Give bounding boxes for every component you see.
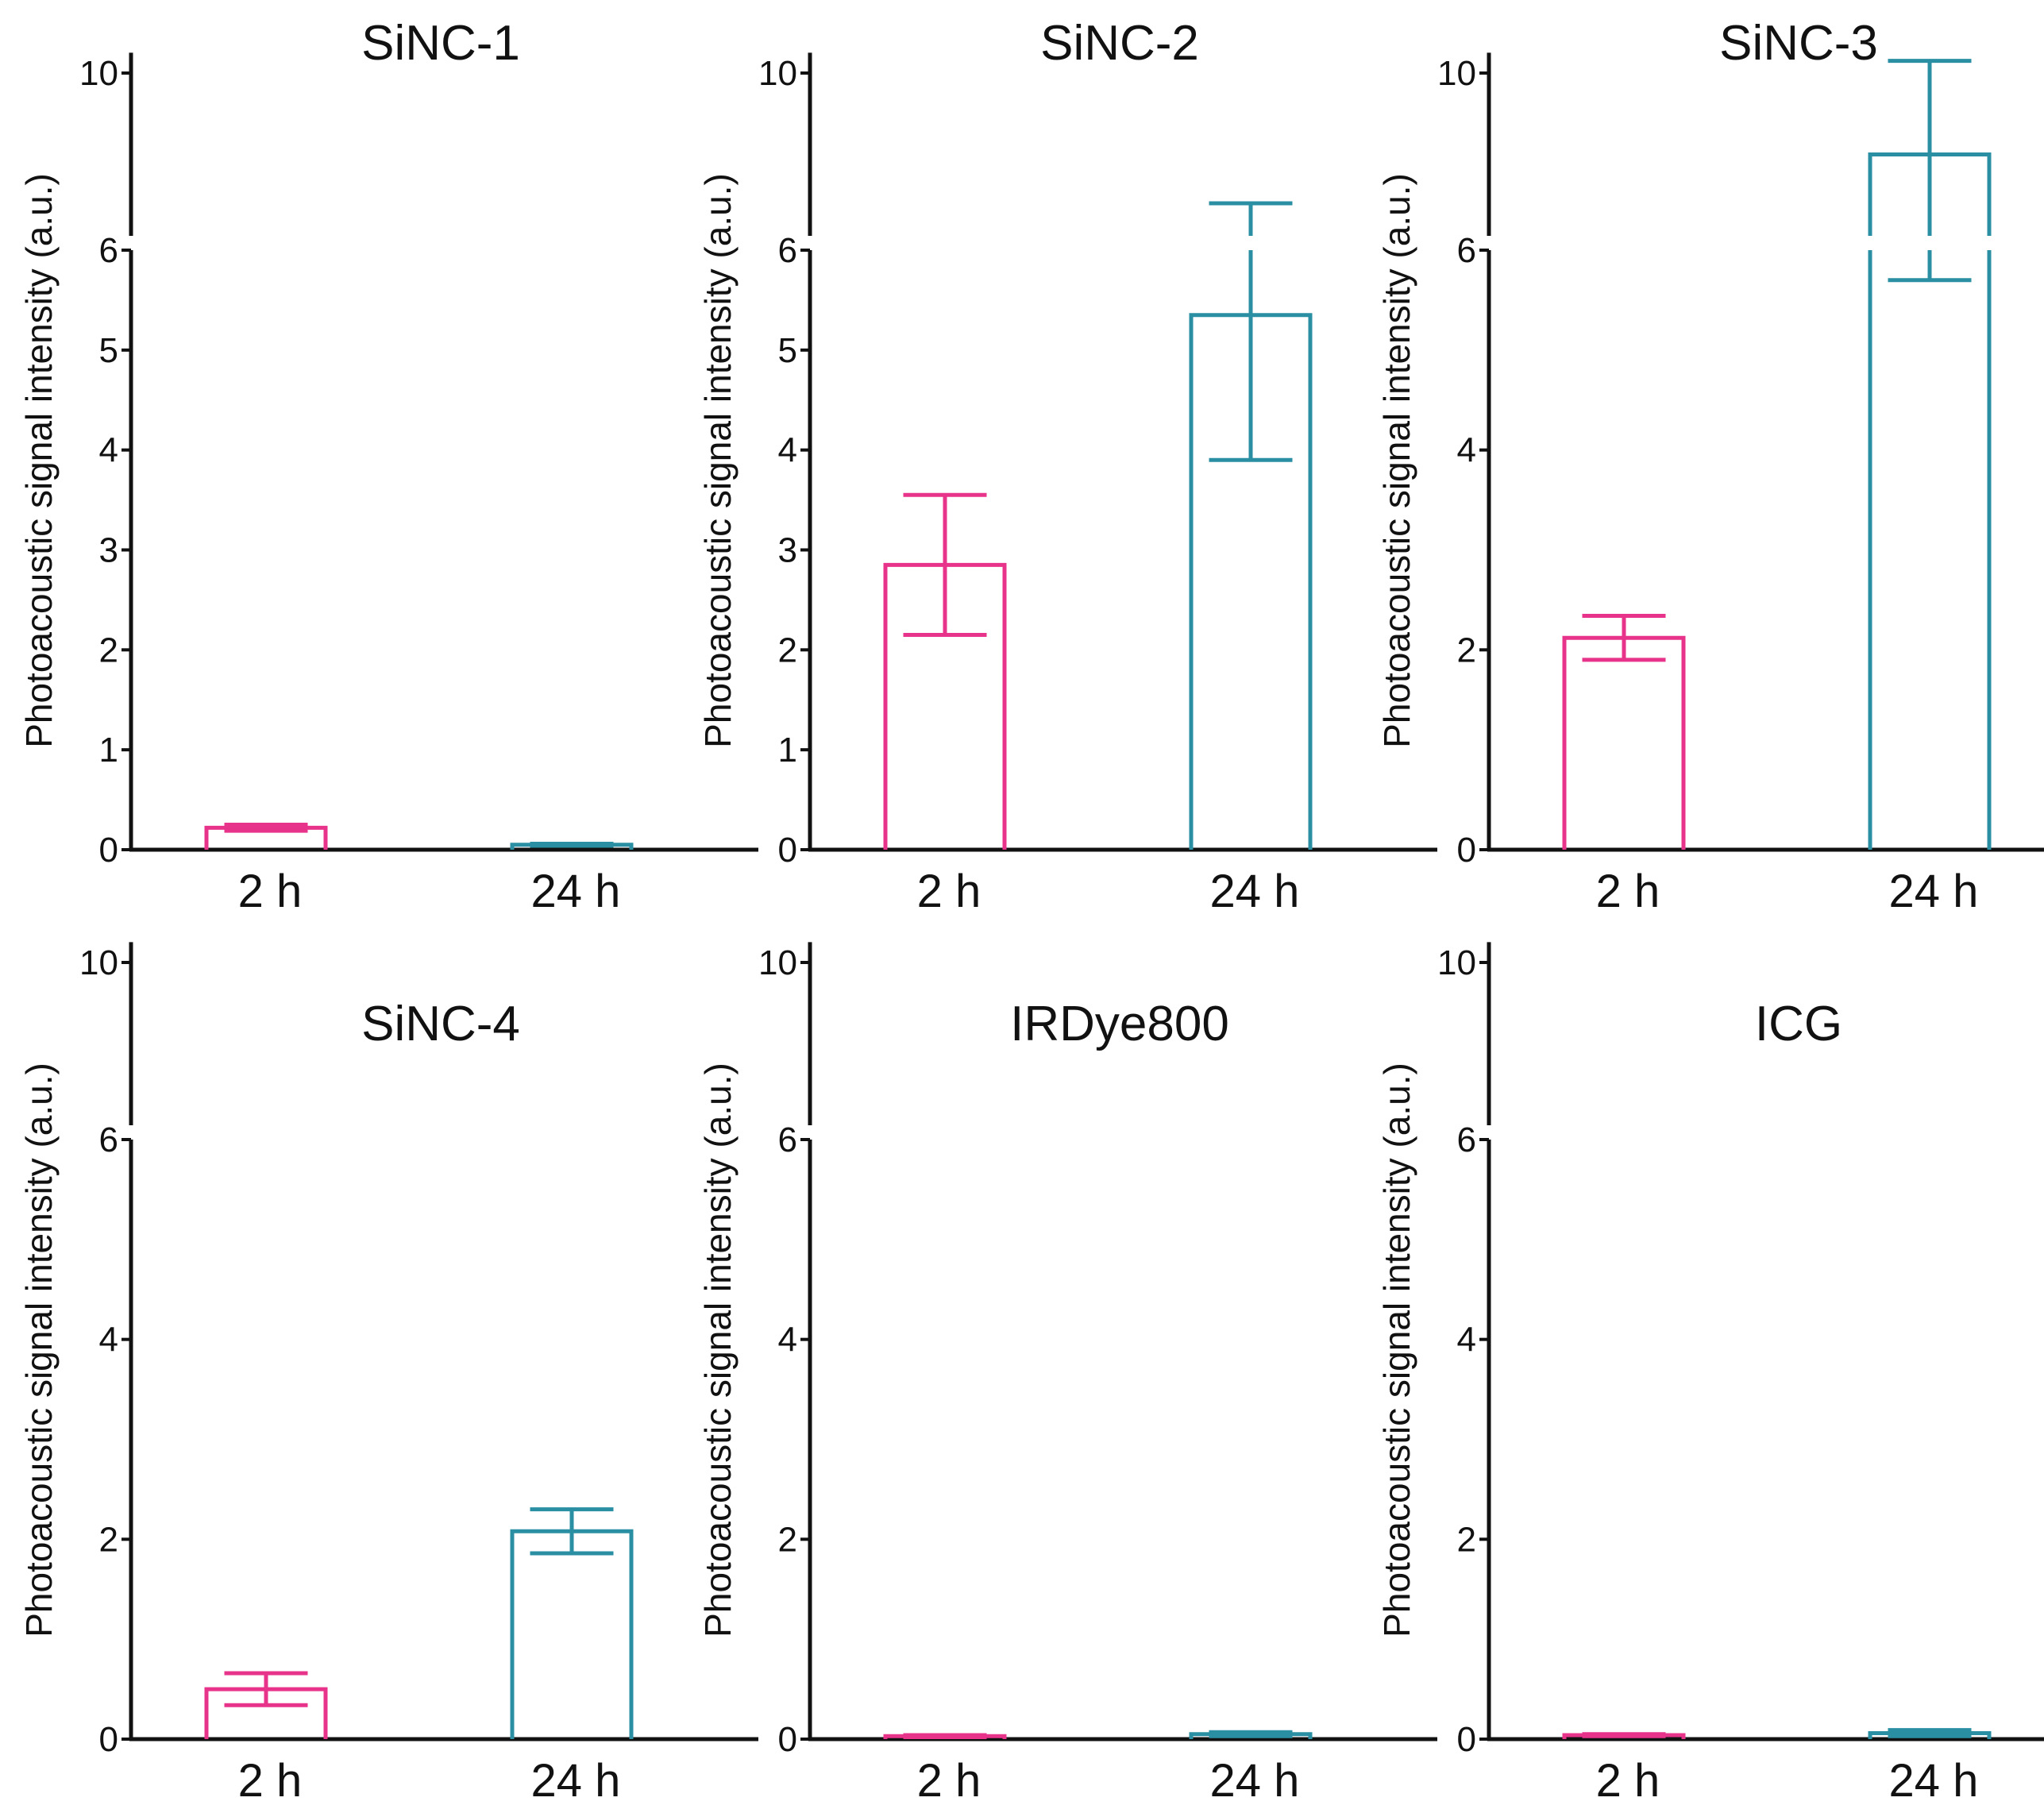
y-tick-label: 6: [1457, 1120, 1476, 1159]
x-category-label: 24 h: [531, 1755, 621, 1807]
x-category-label: 2 h: [238, 866, 303, 917]
y-tick-label: 6: [778, 1120, 797, 1159]
x-category-label: 2 h: [917, 866, 982, 917]
y-tick-label: 5: [99, 331, 118, 370]
panel-1: 0 1 2 3 4 5 6 10 Photoacoustic signal intensity …: [18, 16, 758, 917]
error-bar: [903, 492, 987, 637]
y-tick-label: 3: [778, 531, 797, 570]
panel-3: 0 2 4 6 10 Photoacoustic signal intensity (a.…: [1376, 16, 2044, 917]
y-tick-label: 10: [758, 943, 797, 982]
y-tick-label: 10: [79, 54, 118, 93]
y-axis-label: Photoacoustic signal intensity (a.u.): [697, 173, 739, 748]
x-category-label: 24 h: [1889, 866, 1979, 917]
panel-title: SiNC-4: [361, 997, 520, 1051]
error-bar: [1582, 1732, 1666, 1738]
y-tick-label: 4: [1457, 431, 1476, 470]
y-tick-label: 10: [1437, 54, 1476, 93]
error-bar: [903, 1733, 987, 1739]
panel-title: SiNC-3: [1719, 16, 1878, 71]
x-category-label: 24 h: [1210, 1755, 1300, 1807]
error-bar: [1582, 614, 1666, 662]
x-category-label: 2 h: [1596, 866, 1660, 917]
x-category-label: 2 h: [238, 1755, 303, 1807]
bar-24h: [510, 1529, 634, 1739]
x-category-label: 24 h: [531, 866, 621, 917]
y-tick-label: 2: [778, 631, 797, 669]
y-tick-label: 0: [99, 1720, 118, 1759]
y-tick-label: 0: [778, 1720, 797, 1759]
y-tick-label: 0: [1457, 1720, 1476, 1759]
panel-title: IRDye800: [1010, 997, 1229, 1051]
y-axis-label: Photoacoustic signal intensity (a.u.): [18, 1063, 60, 1637]
y-tick-label: 3: [99, 531, 118, 570]
y-tick-label: 6: [99, 1120, 118, 1159]
y-tick-label: 6: [99, 231, 118, 270]
x-category-label: 2 h: [1596, 1755, 1660, 1807]
y-tick-label: 4: [1457, 1321, 1476, 1360]
y-axis-label: Photoacoustic signal intensity (a.u.): [697, 1063, 739, 1637]
panel-title: ICG: [1755, 997, 1842, 1051]
y-tick-label: 10: [1437, 943, 1476, 982]
y-tick-label: 2: [1457, 631, 1476, 669]
panel-2: 0 1 2 3 4 5 6 10 Photoacoustic signal intensity …: [697, 16, 1437, 917]
x-category-label: 24 h: [1210, 866, 1300, 917]
y-tick-label: 6: [1457, 231, 1476, 270]
error-bar: [530, 841, 614, 848]
y-axis-label: Photoacoustic signal intensity (a.u.): [18, 173, 60, 748]
y-axis-label: Photoacoustic signal intensity (a.u.): [1376, 173, 1417, 748]
y-tick-label: 10: [79, 943, 118, 982]
panel-title: SiNC-2: [1040, 16, 1199, 71]
x-category-label: 24 h: [1889, 1755, 1979, 1807]
y-tick-label: 0: [1457, 831, 1476, 870]
error-bar: [1209, 201, 1293, 462]
y-tick-label: 2: [99, 631, 118, 669]
y-tick-label: 4: [99, 431, 118, 470]
y-tick-label: 4: [99, 1321, 118, 1360]
y-tick-label: 1: [99, 731, 118, 770]
y-tick-label: 4: [778, 431, 797, 470]
y-tick-label: 6: [778, 231, 797, 270]
error-bar: [1888, 1728, 1972, 1738]
bar-2h: [1562, 635, 1686, 850]
y-tick-label: 2: [99, 1520, 118, 1559]
panel-6: 0 2 4 6 10 Photoacoustic signal intensity (a.…: [1376, 942, 2044, 1807]
y-tick-label: 1: [778, 731, 797, 770]
y-tick-label: 0: [778, 831, 797, 870]
y-tick-label: 2: [1457, 1520, 1476, 1559]
error-bar: [224, 823, 308, 833]
y-tick-label: 10: [758, 54, 797, 93]
error-bar: [224, 1671, 308, 1707]
y-tick-label: 4: [778, 1321, 797, 1360]
panel-4: 0 2 4 6 10 Photoacoustic signal intensity (a.…: [18, 942, 758, 1807]
error-bar: [1209, 1730, 1293, 1738]
error-bar: [1888, 59, 1972, 283]
y-tick-label: 2: [778, 1520, 797, 1559]
y-tick-label: 5: [778, 331, 797, 370]
y-axis-label: Photoacoustic signal intensity (a.u.): [1376, 1063, 1417, 1637]
error-bar: [530, 1507, 614, 1556]
panel-title: SiNC-1: [361, 16, 520, 71]
x-category-label: 2 h: [917, 1755, 982, 1807]
panel-5: 0 2 4 6 10 Photoacoustic signal intensity (a.…: [697, 942, 1437, 1807]
y-tick-label: 0: [99, 831, 118, 870]
